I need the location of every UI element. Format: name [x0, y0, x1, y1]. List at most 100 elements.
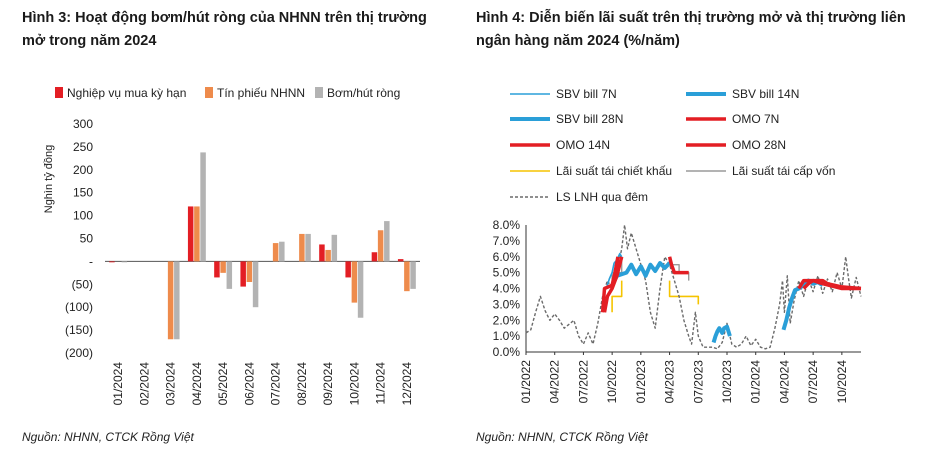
y-tick-label: 250: [73, 140, 93, 154]
line-chart-panel: Hình 4: Diễn biến lãi suất trên thị trườ…: [462, 0, 925, 468]
legend-label: SBV bill 28N: [556, 112, 623, 126]
bar: [187, 206, 194, 262]
x-tick-label: 12/2024: [400, 362, 414, 406]
x-tick-label: 01/2024: [749, 360, 763, 404]
y-tick-label: -: [89, 254, 93, 268]
bar: [397, 259, 404, 262]
bar: [109, 261, 115, 263]
x-tick-label: 07/2022: [576, 360, 590, 404]
legend-swatch: [205, 87, 213, 98]
bar: [384, 221, 390, 262]
legend-label: OMO 28N: [732, 138, 786, 152]
chart-title: Hình 4: Diễn biến lãi suất trên thị trườ…: [476, 10, 906, 49]
x-tick-label: 07/2023: [691, 360, 705, 404]
x-tick-label: 04/2023: [663, 360, 677, 404]
bar: [305, 233, 311, 262]
x-tick-label: 09/2024: [321, 362, 335, 406]
x-tick-label: 07/2024: [806, 360, 820, 404]
x-tick-label: 04/2024: [777, 360, 791, 404]
bar: [214, 261, 220, 278]
x-tick-label: 06/2024: [242, 362, 256, 406]
series-line: [711, 324, 732, 344]
series-line: [797, 278, 862, 291]
x-tick-label: 10/2023: [720, 360, 734, 404]
legend-label: Lãi suất tái cấp vốn: [732, 164, 835, 178]
bar: [325, 249, 331, 262]
x-tick-label: 01/2024: [111, 362, 125, 406]
y-tick-label: 5.0%: [493, 266, 521, 280]
x-tick-label: 10/2024: [347, 362, 361, 406]
y-tick-label: 8.0%: [493, 218, 521, 232]
legend-label: LS LNH qua đêm: [556, 190, 648, 204]
bar-chart-panel: Hình 3: Hoạt động bơm/hút ròng của NHNN …: [0, 0, 462, 468]
bar: [246, 261, 253, 283]
bar-chart: Nghiệp vụ mua kỳ hạn Tín phiếu NHNN Bơm/hú…: [43, 86, 420, 406]
bar: [410, 261, 416, 289]
series-line: [610, 261, 824, 331]
bar: [272, 243, 279, 262]
y-tick-label: 100: [73, 209, 93, 223]
y-tick-label: 0.0%: [493, 345, 521, 359]
bar: [279, 241, 285, 262]
y-tick-label: 150: [73, 186, 93, 200]
bar: [174, 261, 180, 340]
bar: [226, 261, 233, 289]
legend-label: OMO 7N: [732, 112, 779, 126]
x-tick-label: 11/2024: [374, 362, 388, 405]
bar: [299, 233, 305, 262]
y-tick-label: 4.0%: [493, 282, 521, 296]
legend-label: Bơm/hút ròng: [327, 86, 400, 100]
legend-swatch: [315, 87, 323, 98]
bar: [252, 261, 259, 308]
bar: [404, 261, 410, 292]
x-tick-label: 05/2024: [216, 362, 230, 406]
y-tick-label: (50): [72, 277, 93, 291]
bar: [357, 261, 364, 318]
bar: [351, 261, 358, 303]
legend-label: Nghiệp vụ mua kỳ hạn: [67, 86, 186, 100]
x-tick-label: 04/2024: [190, 362, 204, 406]
source-note: Nguồn: NHNN, CTCK Rồng Việt: [476, 430, 648, 444]
legend-label: SBV bill 7N: [556, 87, 617, 101]
y-tick-label: 50: [80, 232, 94, 246]
legend-swatch: [55, 87, 63, 98]
bar: [345, 261, 351, 278]
bar: [331, 234, 338, 262]
series-line: [602, 256, 861, 313]
bar: [194, 206, 200, 262]
bar: [319, 244, 325, 262]
bar: [220, 261, 226, 273]
x-tick-label: 03/2024: [164, 362, 178, 406]
legend-label: Lãi suất tái chiết khấu: [556, 164, 672, 178]
bar: [371, 252, 378, 262]
y-tick-label: (150): [65, 323, 93, 337]
x-tick-label: 07/2024: [269, 362, 283, 406]
legend-label: OMO 14N: [556, 138, 610, 152]
bar: [200, 152, 206, 262]
y-tick-label: 6.0%: [493, 250, 521, 264]
x-tick-label: 01/2022: [519, 360, 533, 404]
y-axis-label: Nghìn tỷ đồng: [43, 145, 55, 214]
x-tick-label: 08/2024: [295, 362, 309, 406]
bar: [240, 261, 246, 287]
y-tick-label: 3.0%: [493, 297, 521, 311]
source-note: Nguồn: NHNN, CTCK Rồng Việt: [22, 430, 194, 444]
line-chart: SBV bill 7N SBV bill 14N SBV bill 28N OMO 7…: [493, 87, 925, 404]
y-tick-label: (100): [65, 300, 93, 314]
y-tick-label: 1.0%: [493, 329, 521, 343]
legend-label: SBV bill 14N: [732, 87, 799, 101]
series-line: [525, 224, 862, 350]
bar: [377, 230, 384, 262]
legend-label: Tín phiếu NHNN: [217, 86, 305, 100]
x-tick-label: 01/2023: [634, 360, 648, 404]
x-tick-label: 10/2024: [835, 360, 849, 404]
y-tick-label: 2.0%: [493, 313, 521, 327]
x-tick-label: 04/2022: [548, 360, 562, 404]
y-tick-label: (200): [65, 346, 93, 360]
chart-title: Hình 3: Hoạt động bơm/hút ròng của NHNN …: [22, 10, 427, 49]
bar: [167, 261, 174, 340]
bar: [121, 261, 128, 263]
y-tick-label: 7.0%: [493, 234, 521, 248]
y-tick-label: 300: [73, 117, 93, 131]
y-tick-label: 200: [73, 163, 93, 177]
